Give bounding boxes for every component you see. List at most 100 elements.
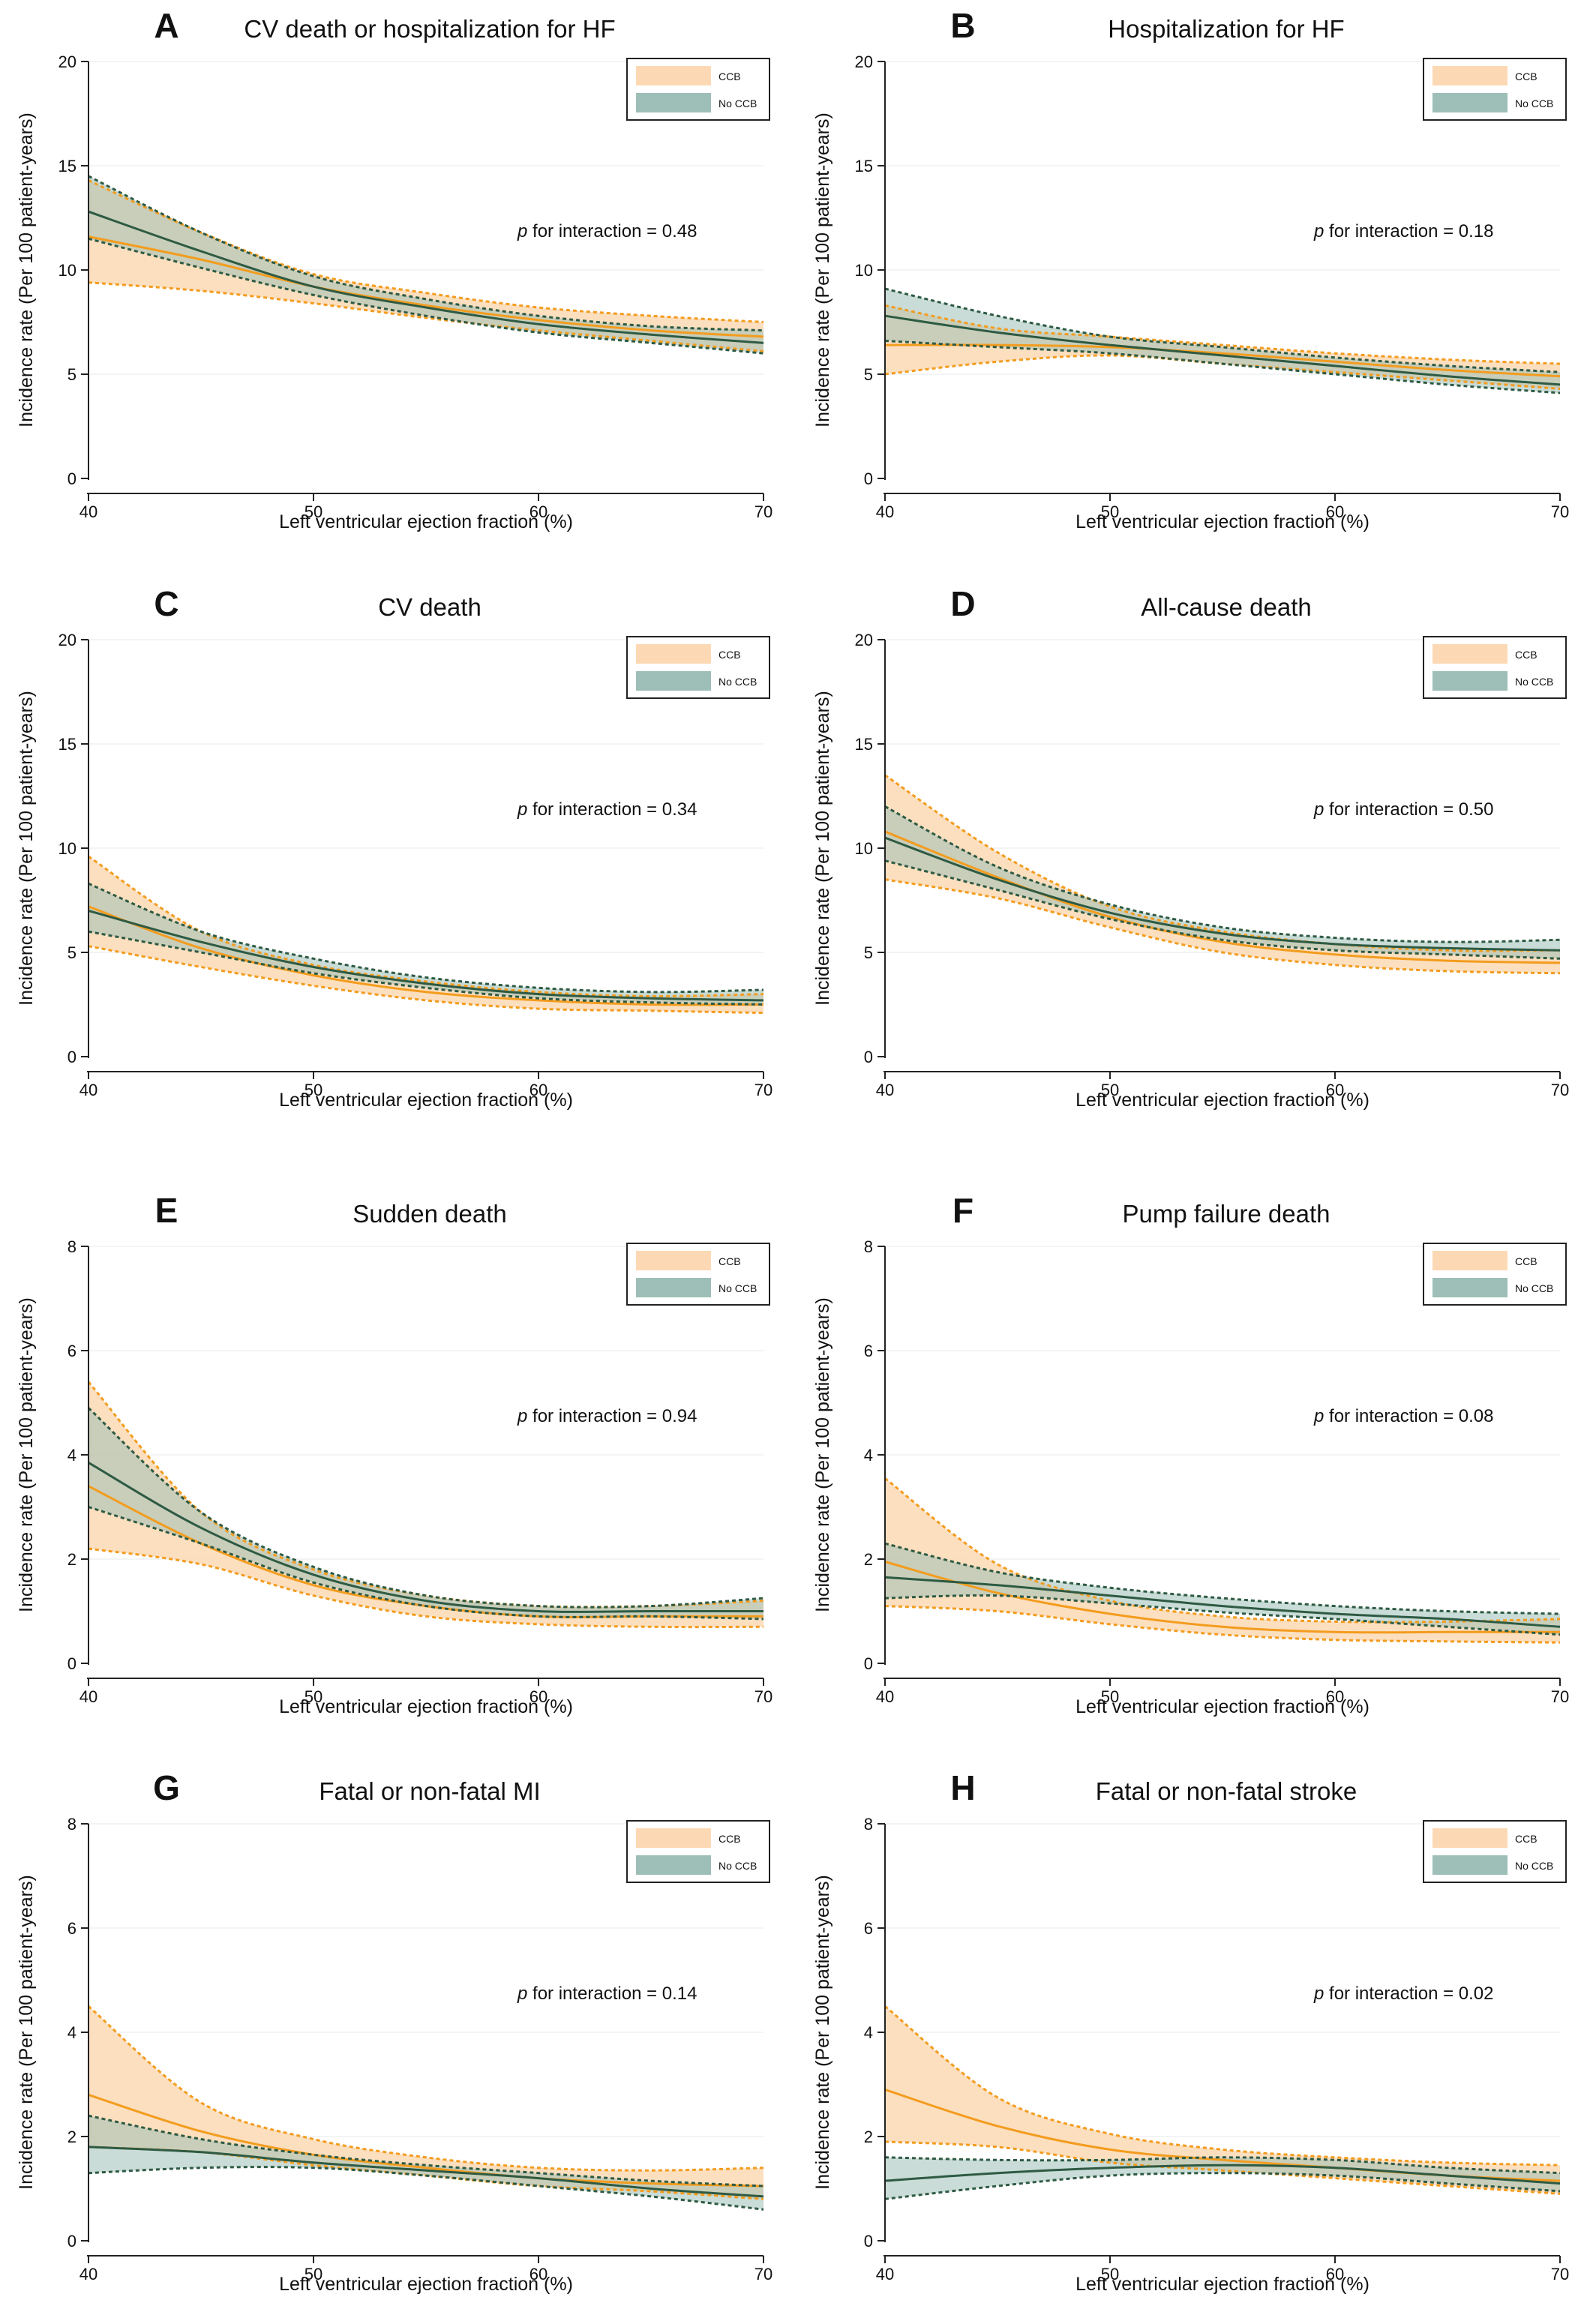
legend: CCB No CCB (626, 1820, 770, 1883)
panel-title: Fatal or non-fatal stroke (1096, 1777, 1358, 1805)
y-tick-label: 0 (68, 1654, 76, 1673)
panel-letter: G (153, 1768, 180, 1807)
legend-swatch-ccb (636, 1828, 711, 1848)
x-tick-label: 50 (304, 2265, 322, 2284)
ci-upper-no-ccb (884, 805, 1561, 943)
p-value-text: for interaction = 0.18 (1324, 221, 1493, 241)
series-line-no-ccb (884, 2164, 1561, 2185)
y-tick-label: 4 (864, 1446, 873, 1465)
ci-upper-ccb (88, 179, 764, 323)
y-tick-label: 2 (68, 1550, 76, 1569)
panel-letter: D (950, 584, 975, 623)
p-symbol: p (1313, 1984, 1324, 2004)
p-interaction-label: p for interaction = 0.18 (1313, 221, 1494, 241)
ci-lower-ccb (88, 1547, 764, 1629)
panel-letter: E (155, 1191, 178, 1230)
legend: CCB No CCB (626, 636, 770, 699)
y-tick-label: 20 (855, 52, 873, 71)
legend-swatch-no-ccb (636, 1855, 711, 1875)
legend-swatch-no-ccb (1432, 1855, 1508, 1875)
x-tick-label: 70 (754, 1687, 772, 1706)
y-tick-label: 4 (68, 2023, 76, 2042)
x-tick-label: 70 (754, 1081, 772, 1099)
ci-lower-ccb (88, 281, 764, 352)
y-axis-label: Incidence rate (Per 100 patient-years) (812, 1875, 833, 2190)
legend-label-ccb: CCB (718, 649, 741, 661)
legend-swatch-ccb (1432, 644, 1508, 664)
series-line-ccb (884, 1561, 1560, 1634)
legend-label-no-ccb: No CCB (718, 1860, 757, 1872)
x-tick-label: 60 (1326, 1081, 1344, 1099)
legend-label-ccb: CCB (1515, 1255, 1538, 1267)
x-tick-label: 50 (1101, 2265, 1119, 2284)
x-tick-label: 40 (876, 502, 894, 521)
p-symbol: p (517, 1406, 527, 1426)
x-tick-label: 60 (530, 1081, 548, 1099)
panel-title: CV death or hospitalization for HF (244, 15, 615, 43)
x-axis-label: Left ventricular ejection fraction (%) (279, 1090, 573, 1111)
legend-label-no-ccb: No CCB (1515, 97, 1553, 109)
ci-upper-no-ccb (884, 1542, 1561, 1615)
chart-panel-b: B Hospitalization for HF Incidence rate (P… (812, 6, 1569, 532)
ci-lower-no-ccb (88, 1506, 764, 1621)
y-tick-label: 15 (58, 735, 76, 754)
x-axis-label: Left ventricular ejection fraction (%) (1076, 2274, 1370, 2295)
legend-swatch-ccb (636, 66, 711, 85)
x-tick-label: 70 (1551, 1081, 1569, 1099)
ci-upper-ccb (88, 855, 764, 997)
chart-panel-d: D All-cause death Incidence rate (Per 100 … (812, 584, 1569, 1111)
x-tick-label: 60 (530, 502, 548, 521)
y-tick-label: 4 (864, 2023, 873, 2042)
p-interaction-label: p for interaction = 0.50 (1313, 799, 1494, 820)
chart-panel-a: A CV death or hospitalization for HF Incid… (16, 6, 772, 532)
panel-title: Hospitalization for HF (1108, 15, 1344, 43)
x-tick-label: 60 (1326, 502, 1344, 521)
p-value-text: for interaction = 0.14 (527, 1984, 697, 2004)
y-tick-label: 0 (864, 1048, 873, 1066)
ci-lower-ccb (884, 878, 1561, 975)
legend-swatch-ccb (1432, 1251, 1508, 1270)
y-axis-label: Incidence rate (Per 100 patient-years) (812, 112, 833, 427)
legend-label-ccb: CCB (718, 1255, 741, 1267)
ci-lower-ccb (88, 945, 764, 1015)
p-interaction-label: p for interaction = 0.08 (1313, 1406, 1494, 1426)
y-tick-label: 0 (864, 469, 873, 488)
legend-swatch-no-ccb (1432, 671, 1508, 691)
y-tick-label: 6 (864, 1919, 873, 1938)
chart-panel-f: F Pump failure death Incidence rate (Per 1… (812, 1191, 1569, 1717)
legend: CCB No CCB (626, 58, 770, 121)
ci-band-ccb (88, 856, 764, 1013)
p-interaction-label: p for interaction = 0.34 (517, 799, 698, 820)
series-line-ccb (884, 343, 1561, 378)
p-symbol: p (517, 221, 527, 241)
y-tick-label: 5 (68, 943, 76, 962)
x-axis-label: Left ventricular ejection fraction (%) (279, 2274, 573, 2295)
legend-label-no-ccb: No CCB (718, 1282, 757, 1294)
y-tick-label: 0 (68, 469, 76, 488)
x-tick-label: 60 (530, 2265, 548, 2284)
ci-upper-no-ccb (87, 1407, 764, 1609)
p-value-text: for interaction = 0.94 (527, 1406, 697, 1426)
x-axis-label: Left ventricular ejection fraction (%) (1076, 1090, 1370, 1111)
ci-upper-ccb (88, 2005, 764, 2172)
legend-label-ccb: CCB (718, 1833, 741, 1845)
ci-upper-ccb (884, 774, 1561, 952)
series-line-no-ccb (88, 909, 764, 1002)
series-line-ccb (884, 830, 1561, 964)
ci-lower-no-ccb (88, 237, 764, 355)
ci-upper-no-ccb (884, 287, 1561, 373)
series-line-no-ccb (884, 1576, 1561, 1628)
y-tick-label: 15 (855, 157, 873, 175)
ci-band-no-ccb (885, 2157, 1560, 2200)
y-tick-label: 10 (58, 839, 76, 858)
panel-letter: B (950, 6, 975, 45)
y-tick-label: 0 (864, 2232, 873, 2251)
y-axis-label: Incidence rate (Per 100 patient-years) (16, 112, 37, 427)
legend-label-no-ccb: No CCB (1515, 1282, 1553, 1294)
legend-label-no-ccb: No CCB (718, 97, 757, 109)
y-tick-label: 8 (68, 1815, 76, 1834)
y-axis-label: Incidence rate (Per 100 patient-years) (812, 1297, 833, 1612)
panel-letter: H (950, 1768, 975, 1807)
panel-letter: A (154, 6, 178, 45)
